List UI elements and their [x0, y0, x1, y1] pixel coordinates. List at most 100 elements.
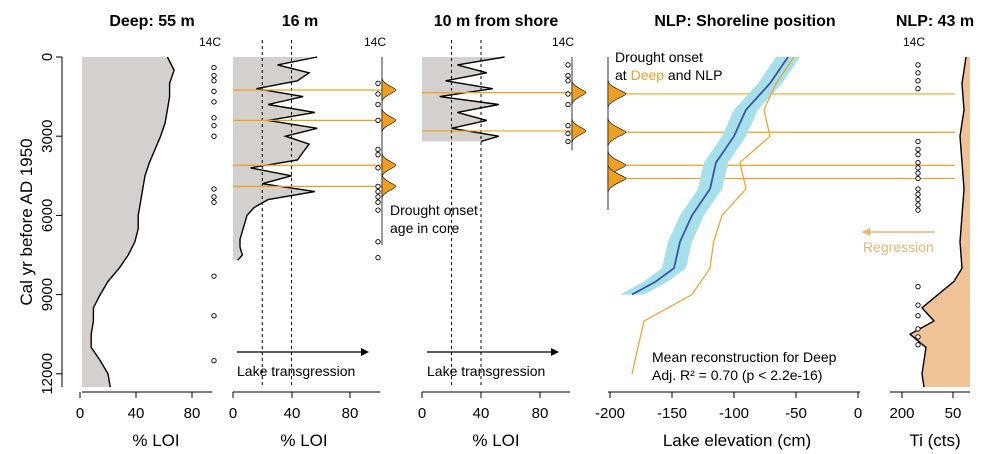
mean-note-line2: Adj. R² = 0.70 (p < 2.2e-16): [652, 367, 822, 383]
c14-date-marker: [375, 194, 381, 200]
y-tick-label: 12000: [39, 353, 56, 395]
x-tick-label: 40: [284, 405, 301, 422]
regression-label: Regression: [863, 239, 934, 255]
note-drought-onset-16m-1: Drought onset: [390, 202, 478, 218]
deep-mean-series: [631, 56, 795, 374]
arrow-label-16m: Lake transgression: [237, 363, 355, 379]
c14-date-marker: [915, 186, 921, 192]
panel-title-16m: 16 m: [282, 13, 318, 30]
area-line-1: [237, 56, 318, 261]
note-drought-onset-nlp-1: Drought onset: [615, 49, 703, 65]
area-line-2: [439, 56, 505, 143]
onset-density-peak: [571, 80, 587, 105]
onset-density-peak: [381, 174, 397, 199]
x-tick-label: 0: [229, 405, 237, 422]
c14-label-nlp43: 14C: [903, 35, 925, 49]
c14-date-marker: [915, 202, 921, 208]
c14-date-marker: [211, 273, 217, 279]
c14-date-marker: [211, 313, 217, 319]
c14-date-marker: [375, 165, 381, 171]
c14-date-marker: [915, 284, 921, 290]
transgression-arrow-head: [361, 348, 369, 356]
c14-date-marker: [915, 138, 921, 145]
x-tick-label: -200: [595, 405, 625, 422]
panel-title-10m: 10 m from shore: [434, 13, 559, 30]
c14-date-marker: [375, 152, 381, 158]
y-tick-label: 0: [39, 53, 56, 61]
c14-date-marker: [211, 122, 217, 129]
c14-date-marker: [375, 101, 381, 108]
c14-date-marker: [565, 122, 571, 129]
c14-date-marker: [915, 70, 921, 76]
x-tick-label: 0: [418, 405, 426, 422]
c14-label-16m: 14C: [364, 35, 386, 49]
note-drought-onset-nlp-2: at Deep and NLP: [615, 67, 722, 83]
c14-date-marker: [211, 186, 217, 192]
c14-date-marker: [375, 254, 381, 261]
onset-density-peak: [607, 164, 627, 193]
c14-date-marker: [915, 175, 921, 182]
plot-layer: 0 3000 6000 9000 12000 0 40 80 0 40 80 0 40 80 -200 -15…: [39, 40, 970, 422]
c14-date-marker: [915, 165, 921, 171]
x-tick-label: 200: [889, 405, 914, 422]
onset-density-peak: [381, 153, 397, 178]
c14-date-marker: [915, 334, 921, 340]
area-fill-0: [82, 57, 175, 387]
x-tick-label: -100: [719, 405, 749, 422]
x-tick-label: 0: [76, 405, 84, 422]
c14-date-marker: [211, 78, 217, 84]
area-fill-4: [910, 57, 970, 387]
nlp-shoreline-series: [631, 56, 789, 296]
area-line-4: [908, 56, 967, 388]
x-tick-label: 0: [854, 405, 862, 422]
c14-date-marker: [375, 146, 381, 153]
c14-label-10m: 14C: [552, 35, 574, 49]
onset-density-peak: [607, 118, 627, 147]
c14-date-marker: [915, 207, 921, 213]
c14-date-marker: [565, 62, 571, 68]
onset-density-peak: [571, 118, 587, 143]
x-tick-label: 40: [473, 405, 490, 422]
xlabel-nlp43: Ti (cts): [909, 431, 960, 450]
c14-date-marker: [915, 196, 921, 203]
note-at: at: [615, 67, 631, 83]
x-tick-label: -150: [657, 405, 687, 422]
c14-date-marker: [375, 91, 381, 97]
y-tick-label: 9000: [39, 278, 56, 311]
c14-date-marker: [211, 115, 217, 121]
c14-date-marker: [565, 91, 571, 97]
c14-date-marker: [211, 199, 217, 205]
c14-date-marker: [375, 188, 381, 195]
onset-density-peak: [607, 79, 627, 109]
panel-title-nlp-shore: NLP: Shoreline position: [654, 13, 835, 30]
c14-date-marker: [211, 357, 217, 364]
c14-date-marker: [915, 86, 921, 92]
xlabel-nlp-shore: Lake elevation (cm): [663, 431, 811, 450]
c14-label-deep: 14C: [199, 35, 221, 49]
x-tick-label: -50: [785, 405, 807, 422]
c14-date-marker: [211, 64, 217, 71]
onset-density-peak: [381, 77, 397, 103]
c14-date-marker: [915, 326, 921, 332]
arrow-label-10m: Lake transgression: [427, 363, 545, 379]
c14-date-marker: [565, 101, 571, 108]
note-and-nlp: and NLP: [664, 67, 722, 83]
xlabel-16m: % LOI: [280, 431, 327, 450]
uncertainty-band: [620, 57, 800, 295]
c14-date-marker: [211, 88, 217, 94]
note-drought-onset-16m-2: age in core: [390, 220, 459, 236]
onset-density-peak: [381, 108, 397, 133]
c14-date-marker: [565, 130, 571, 137]
c14-date-marker: [915, 146, 921, 153]
c14-date-marker: [375, 239, 381, 245]
c14-date-marker: [211, 133, 217, 139]
c14-date-marker: [565, 138, 571, 145]
c14-date-marker: [375, 117, 381, 124]
c14-date-marker: [915, 78, 921, 84]
c14-date-marker: [915, 342, 921, 348]
c14-date-marker: [375, 207, 381, 213]
c14-date-marker: [915, 313, 921, 319]
area-line-0: [90, 56, 175, 388]
